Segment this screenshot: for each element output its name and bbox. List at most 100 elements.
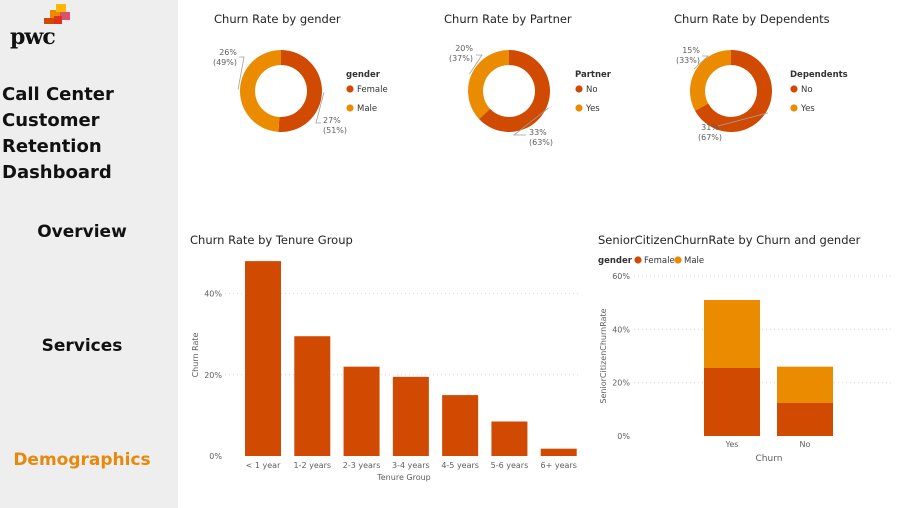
x-tick-label: 4-5 years [441, 461, 479, 470]
stacked-bar-segment[interactable] [704, 300, 760, 368]
legend-marker [575, 85, 583, 93]
y-tick-label: 20% [204, 371, 222, 380]
y-tick-label: 20% [612, 379, 630, 388]
legend-item[interactable]: No [801, 85, 813, 95]
donut-chart-partner[interactable]: Churn Rate by Partner 33% (63%) 20% (37%) Pa… [430, 8, 640, 158]
donut-slice-yes[interactable] [690, 50, 731, 111]
y-tick-label: 0% [209, 452, 222, 461]
dashboard-title-line: Dashboard [2, 162, 112, 183]
bar[interactable] [294, 336, 331, 456]
legend-marker [575, 104, 583, 112]
y-tick-label: 60% [612, 272, 630, 281]
x-tick-label: Yes [725, 440, 739, 449]
chart-title: Churn Rate by Tenure Group [190, 233, 353, 247]
dashboard-title-line: Call Center [2, 84, 114, 105]
dashboard-title-line: Customer [2, 110, 100, 131]
donut-chart-gender[interactable]: Churn Rate by gender 27% (51%) 26% (49%) gen… [200, 8, 410, 158]
stacked-bar-segment[interactable] [777, 366, 833, 403]
x-tick-label: 3-4 years [392, 461, 430, 470]
chart-title: Churn Rate by Dependents [674, 12, 830, 26]
legend-marker [790, 85, 798, 93]
legend-title: gender [346, 70, 381, 80]
data-label-value: 20% [455, 44, 473, 53]
legend-marker [346, 104, 354, 112]
pwc-logo-text: pwc [10, 24, 56, 50]
data-label-percent: (37%) [449, 54, 473, 63]
bar[interactable] [540, 448, 577, 456]
donut-slice-female[interactable] [278, 50, 323, 133]
y-tick-label: 0% [617, 432, 630, 441]
data-label-value: 27% [323, 116, 341, 125]
dashboard-title-line: Retention [2, 136, 102, 157]
sidebar: pwc Call Center Customer Retention Dashb… [0, 0, 178, 508]
legend-item[interactable]: Yes [585, 104, 600, 114]
data-label-percent: (49%) [213, 58, 237, 67]
legend-marker [634, 256, 642, 264]
y-axis-label: SeniorCitizenChurnRate [599, 308, 608, 403]
data-label-percent: (33%) [676, 56, 700, 65]
donut-slice-male[interactable] [240, 50, 281, 132]
donut-svg: 27%(51%) 26%(49%) gender Female Male [213, 48, 388, 135]
donut-slice-no[interactable] [695, 50, 772, 132]
pwc-logo [44, 4, 70, 24]
donut-svg: 31%(67%) 15%(33%) Dependents No Yes [676, 46, 848, 142]
leader-line [315, 92, 325, 124]
x-tick-label: < 1 year [246, 461, 281, 470]
data-label-percent: (51%) [323, 126, 347, 135]
data-label-percent: (63%) [529, 138, 553, 147]
legend-item[interactable]: Male [684, 256, 704, 266]
x-axis-label: Churn [756, 454, 783, 464]
bar-svg: 0% 20% 40% < 1 year 1-2 years 2-3 years 3-4 ye… [191, 261, 580, 482]
x-tick-label: 2-3 years [343, 461, 381, 470]
bar[interactable] [491, 421, 528, 456]
x-tick-label: 5-6 years [491, 461, 529, 470]
legend-item[interactable]: Female [357, 85, 388, 95]
data-label-value: 26% [219, 48, 237, 57]
x-tick-label: No [800, 440, 811, 449]
y-tick-label: 40% [612, 325, 630, 334]
data-label-value: 31% [701, 123, 719, 132]
leader-line [237, 56, 245, 90]
x-tick-label: 1-2 years [293, 461, 331, 470]
x-axis-label: Tenure Group [376, 473, 431, 482]
donut-slice-yes[interactable] [468, 50, 509, 120]
donut-svg: 33%(63%) 20%(37%) Partner No Yes [449, 44, 612, 147]
chart-title: SeniorCitizenChurnRate by Churn and gend… [598, 233, 861, 247]
donut-chart-dependents[interactable]: Churn Rate by Dependents 31% (67%) 15% (33%… [660, 8, 890, 158]
nav-demographics-button[interactable]: Demographics [13, 450, 151, 470]
data-label-value: 15% [682, 46, 700, 55]
stacked-bar-chart-senior[interactable]: SeniorCitizenChurnRate by Churn and gend… [590, 228, 900, 498]
bar[interactable] [392, 376, 429, 456]
leader-line [512, 107, 549, 136]
legend-marker [674, 256, 682, 264]
stacked-bar-svg: gender Female Male 0% 20% 40% 60% Yes No Churn Sen… [598, 256, 892, 464]
legend-marker [790, 104, 798, 112]
y-axis-label: Churn Rate [191, 333, 200, 378]
legend-item[interactable]: Female [644, 256, 675, 266]
legend-title: Partner [575, 70, 612, 80]
dashboard-title: Call Center Customer Retention Dashboard [2, 82, 172, 186]
leader-line [693, 55, 710, 70]
nav-services-button[interactable]: Services [41, 336, 123, 356]
chart-title: Churn Rate by gender [214, 12, 341, 26]
legend-item[interactable]: Yes [800, 104, 815, 114]
bar-chart-tenure[interactable]: Churn Rate by Tenure Group 0% 20% 40% < 1 y… [180, 228, 590, 498]
bar[interactable] [343, 366, 380, 456]
legend-item[interactable]: No [586, 85, 598, 95]
stacked-bar-segment[interactable] [777, 402, 833, 436]
stacked-bar-segment[interactable] [704, 368, 760, 436]
chart-title: Churn Rate by Partner [444, 12, 572, 26]
legend-title: gender [598, 256, 633, 266]
bar[interactable] [442, 395, 479, 456]
donut-slice-no[interactable] [479, 50, 550, 132]
x-tick-label: 6+ years [541, 461, 577, 470]
legend-item[interactable]: Male [357, 104, 377, 114]
leader-line [717, 112, 769, 127]
legend-title: Dependents [790, 70, 848, 80]
bar[interactable] [245, 261, 281, 456]
data-label-value: 33% [529, 128, 547, 137]
nav-overview-button[interactable]: Overview [37, 222, 127, 242]
legend-marker [346, 85, 354, 93]
leader-line [469, 54, 483, 75]
y-tick-label: 40% [204, 290, 222, 299]
